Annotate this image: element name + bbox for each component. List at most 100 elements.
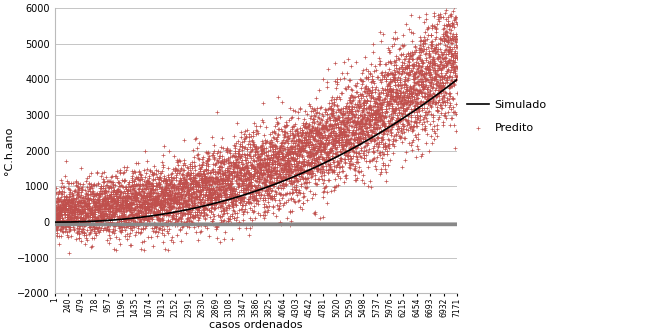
Predito bbox=[338, 105, 348, 111]
Predito bbox=[304, 144, 315, 149]
Predito bbox=[58, 184, 68, 190]
Predito bbox=[311, 95, 321, 100]
Predito bbox=[332, 163, 342, 168]
Predito bbox=[183, 185, 194, 191]
Predito bbox=[161, 188, 172, 193]
Predito bbox=[407, 52, 418, 57]
Predito bbox=[294, 158, 305, 163]
Predito bbox=[321, 137, 332, 143]
Predito bbox=[211, 195, 221, 201]
Predito bbox=[123, 223, 134, 228]
Predito bbox=[249, 158, 259, 163]
Predito bbox=[120, 194, 130, 200]
Predito bbox=[65, 210, 76, 215]
Predito bbox=[129, 170, 140, 175]
Predito bbox=[204, 169, 215, 174]
Predito bbox=[447, 78, 458, 83]
Predito bbox=[221, 176, 232, 182]
Predito bbox=[448, 95, 458, 100]
Predito bbox=[100, 207, 111, 212]
Predito bbox=[405, 85, 416, 91]
Predito bbox=[317, 126, 328, 131]
Predito bbox=[92, 191, 102, 197]
Predito bbox=[263, 186, 274, 192]
Predito bbox=[147, 216, 158, 222]
Predito bbox=[215, 201, 225, 206]
Predito bbox=[351, 149, 362, 155]
Predito bbox=[404, 98, 415, 104]
Predito bbox=[171, 216, 182, 221]
Predito bbox=[162, 211, 172, 216]
Predito bbox=[263, 161, 273, 167]
Predito bbox=[394, 94, 404, 100]
Predito bbox=[114, 228, 125, 234]
Predito bbox=[104, 179, 114, 184]
Predito bbox=[284, 146, 295, 152]
Predito bbox=[315, 131, 325, 136]
Predito bbox=[228, 161, 239, 166]
Predito bbox=[61, 200, 72, 205]
Predito bbox=[331, 134, 341, 139]
Predito bbox=[145, 193, 156, 198]
Predito bbox=[71, 203, 82, 208]
Predito bbox=[195, 229, 205, 235]
Predito bbox=[197, 175, 207, 180]
Predito bbox=[446, 106, 456, 111]
Predito bbox=[268, 155, 279, 160]
Predito bbox=[377, 86, 388, 91]
Predito bbox=[87, 222, 98, 227]
Predito bbox=[126, 216, 137, 221]
Predito bbox=[65, 227, 75, 232]
Predito bbox=[392, 95, 402, 100]
Predito bbox=[86, 191, 96, 196]
Predito bbox=[217, 177, 227, 182]
Predito bbox=[392, 95, 402, 100]
Predito bbox=[372, 96, 383, 101]
Predito bbox=[160, 185, 171, 191]
Predito bbox=[370, 130, 381, 135]
Predito bbox=[323, 169, 334, 175]
Predito bbox=[352, 81, 362, 86]
Predito bbox=[354, 135, 365, 140]
Predito bbox=[420, 37, 430, 42]
Predito bbox=[358, 128, 368, 133]
Predito bbox=[322, 135, 332, 141]
Predito bbox=[220, 167, 231, 173]
Predito bbox=[145, 189, 156, 194]
Predito bbox=[332, 133, 343, 139]
Predito bbox=[229, 185, 239, 191]
Predito bbox=[210, 175, 221, 180]
Predito bbox=[154, 184, 164, 190]
Predito bbox=[154, 216, 165, 221]
Predito bbox=[399, 157, 410, 163]
Predito bbox=[317, 125, 327, 130]
Predito bbox=[451, 33, 462, 38]
Predito bbox=[132, 211, 142, 216]
Predito bbox=[108, 223, 118, 228]
Predito bbox=[340, 122, 350, 127]
Predito bbox=[305, 142, 316, 147]
Predito bbox=[446, 23, 457, 28]
Predito bbox=[185, 176, 196, 182]
Predito bbox=[86, 216, 97, 222]
Predito bbox=[382, 99, 393, 104]
Predito bbox=[301, 129, 312, 134]
Predito bbox=[434, 82, 444, 88]
Predito bbox=[390, 131, 401, 136]
Predito bbox=[354, 98, 364, 103]
Predito bbox=[434, 97, 444, 103]
Predito bbox=[313, 177, 323, 182]
Predito bbox=[251, 123, 261, 129]
Predito bbox=[286, 155, 297, 160]
Predito bbox=[390, 75, 400, 80]
Predito bbox=[148, 182, 158, 188]
Predito bbox=[360, 126, 371, 131]
Predito bbox=[311, 181, 322, 187]
Predito bbox=[85, 206, 96, 211]
Predito bbox=[321, 137, 331, 142]
Predito bbox=[322, 200, 332, 205]
Predito bbox=[436, 99, 447, 104]
Predito bbox=[422, 86, 433, 91]
Predito bbox=[253, 183, 263, 188]
Predito bbox=[164, 176, 175, 182]
